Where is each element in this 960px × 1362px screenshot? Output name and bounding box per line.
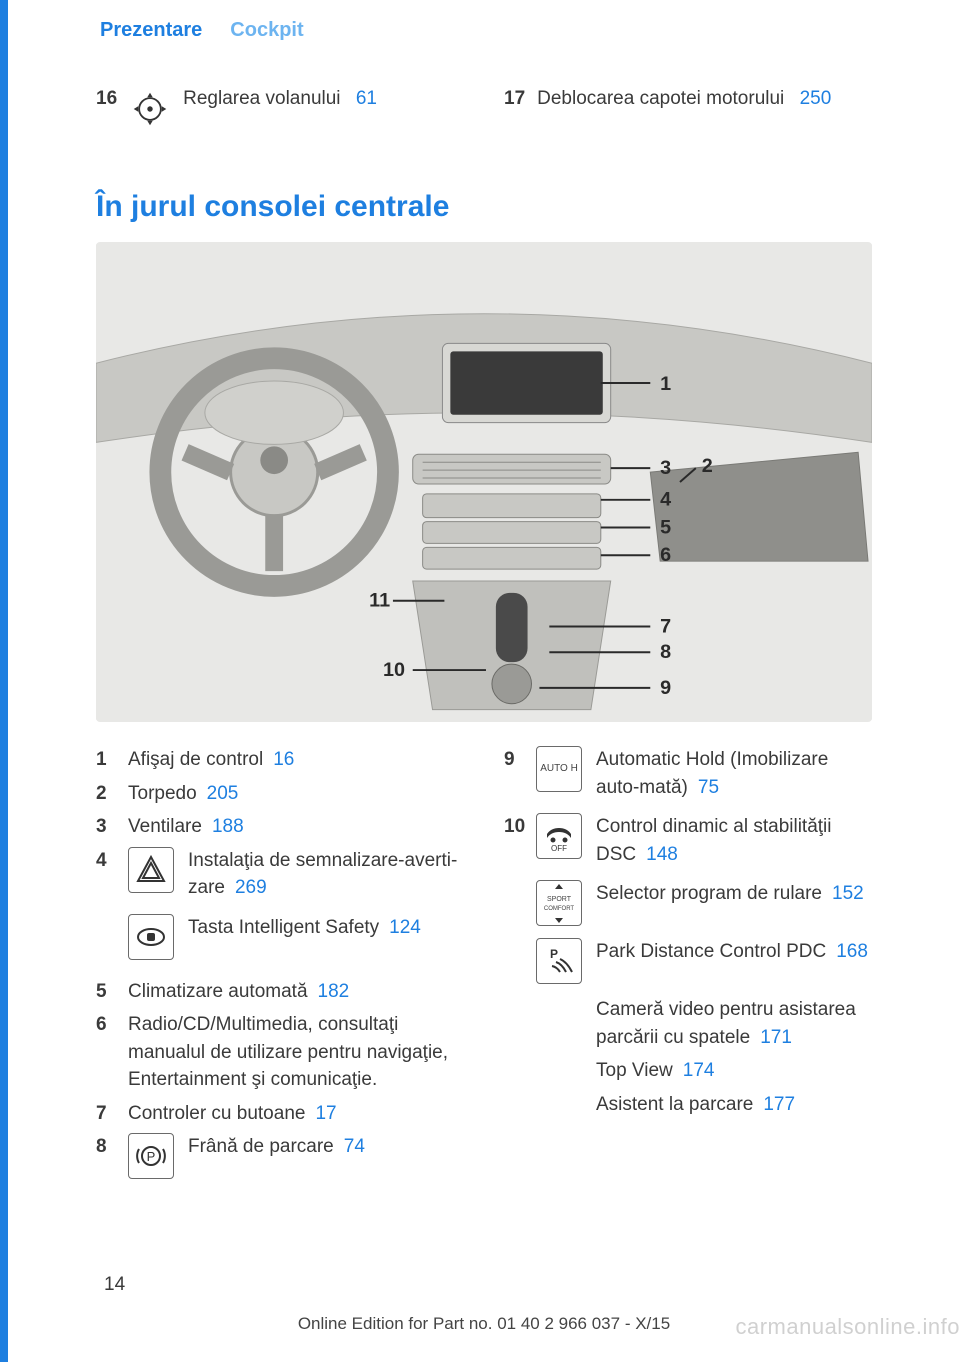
svg-text:6: 6 — [660, 544, 671, 566]
legend-row: 1Afişaj de control16 — [96, 746, 464, 774]
dsc-off-icon: OFF — [536, 813, 582, 859]
top-item-text: Deblocarea capotei motorului 250 — [537, 88, 831, 110]
top-item-text: Reglarea volanului 61 — [183, 88, 377, 110]
top-row: 16 Reglarea volanului 61 17 Deblocarea c… — [8, 60, 960, 130]
section-title: În jurul consolei centrale — [8, 130, 960, 236]
svg-text:OFF: OFF — [551, 844, 567, 853]
page-ref[interactable]: 61 — [346, 88, 377, 109]
svg-text:3: 3 — [660, 457, 671, 479]
legend-row: 4 Instalaţia de semnalizare-averti‐zare2… — [96, 847, 464, 908]
page-ref[interactable]: 177 — [753, 1094, 795, 1115]
legend-left: 1Afişaj de control16 2Torpedo205 3Ventil… — [96, 746, 464, 1191]
svg-text:10: 10 — [383, 659, 405, 681]
page-ref[interactable]: 269 — [225, 877, 267, 898]
header-tab-prezentare: Prezentare — [100, 19, 202, 42]
hazard-icon — [128, 847, 174, 893]
auto-hold-icon: AUTO H — [536, 746, 582, 792]
svg-text:11: 11 — [369, 590, 390, 612]
page-ref[interactable]: 74 — [334, 1136, 365, 1157]
header: Prezentare Cockpit — [8, 0, 960, 60]
svg-text:9: 9 — [660, 677, 671, 699]
legend-row: 3Ventilare188 — [96, 813, 464, 841]
drive-mode-icon: SPORT COMFORT — [536, 880, 582, 926]
top-item-num: 16 — [96, 88, 117, 110]
svg-text:2: 2 — [702, 455, 713, 477]
page-ref[interactable]: 188 — [202, 816, 244, 837]
legend-row: Asistent la parcare177 — [504, 1091, 872, 1119]
legend-row: Tasta Intelligent Safety124 — [96, 914, 464, 966]
svg-text:5: 5 — [660, 516, 671, 538]
legend-row: SPORT COMFORT Selector program de rulare… — [504, 880, 872, 932]
legend-row: 8 P Frână de parcare74 — [96, 1133, 464, 1185]
svg-text:8: 8 — [660, 641, 671, 663]
legend-row: 5Climatizare automată182 — [96, 978, 464, 1006]
svg-text:1: 1 — [660, 373, 671, 395]
legend: 1Afişaj de control16 2Torpedo205 3Ventil… — [8, 722, 960, 1191]
page-ref[interactable]: 152 — [822, 883, 864, 904]
legend-row: 6Radio/CD/Multimedia, consultaţi manualu… — [96, 1011, 464, 1094]
center-console-diagram: 1 2 3 4 5 6 7 8 9 10 11 — [96, 242, 872, 722]
page-ref[interactable]: 182 — [308, 981, 350, 1002]
page-ref[interactable]: 75 — [688, 777, 719, 798]
top-item-17: 17 Deblocarea capotei motorului 250 — [504, 88, 872, 130]
legend-row: 10 OFF Control dinamic al stabilităţii D… — [504, 813, 872, 874]
legend-right: 9 AUTO H Automatic Hold (Imobilizare aut… — [504, 746, 872, 1191]
legend-row: Cameră video pentru asistarea parcării c… — [504, 996, 872, 1051]
page-number: 14 — [104, 1274, 125, 1296]
svg-text:4: 4 — [660, 489, 671, 511]
page-ref[interactable]: 16 — [263, 749, 294, 770]
page-ref[interactable]: 174 — [673, 1060, 715, 1081]
page-ref[interactable]: 17 — [305, 1103, 336, 1124]
page-ref[interactable]: 205 — [197, 783, 239, 804]
steering-adjust-icon — [129, 88, 171, 130]
page-ref[interactable]: 171 — [750, 1027, 792, 1048]
page-ref[interactable]: 124 — [379, 917, 421, 938]
pdc-icon: P — [536, 938, 582, 984]
svg-text:P: P — [147, 1149, 156, 1164]
svg-text:7: 7 — [660, 615, 671, 637]
legend-row: P Park Distance Control PDC168 — [504, 938, 872, 990]
page-ref[interactable]: 250 — [790, 88, 832, 109]
svg-text:P: P — [550, 947, 558, 961]
intelligent-safety-icon — [128, 914, 174, 960]
watermark: carmanualsonline.info — [735, 1314, 960, 1340]
top-item-num: 17 — [504, 88, 525, 110]
legend-row: 7Controler cu butoane17 — [96, 1100, 464, 1128]
header-tab-cockpit: Cockpit — [230, 19, 303, 42]
top-item-16: 16 Reglarea volanului 61 — [96, 88, 464, 130]
legend-row: 2Torpedo205 — [96, 780, 464, 808]
legend-row: Top View174 — [504, 1057, 872, 1085]
parking-brake-icon: P — [128, 1133, 174, 1179]
legend-row: 9 AUTO H Automatic Hold (Imobilizare aut… — [504, 746, 872, 807]
page-ref[interactable]: 168 — [826, 941, 868, 962]
page: Prezentare Cockpit 16 Reglarea volanului… — [0, 0, 960, 1362]
page-ref[interactable]: 148 — [636, 844, 678, 865]
